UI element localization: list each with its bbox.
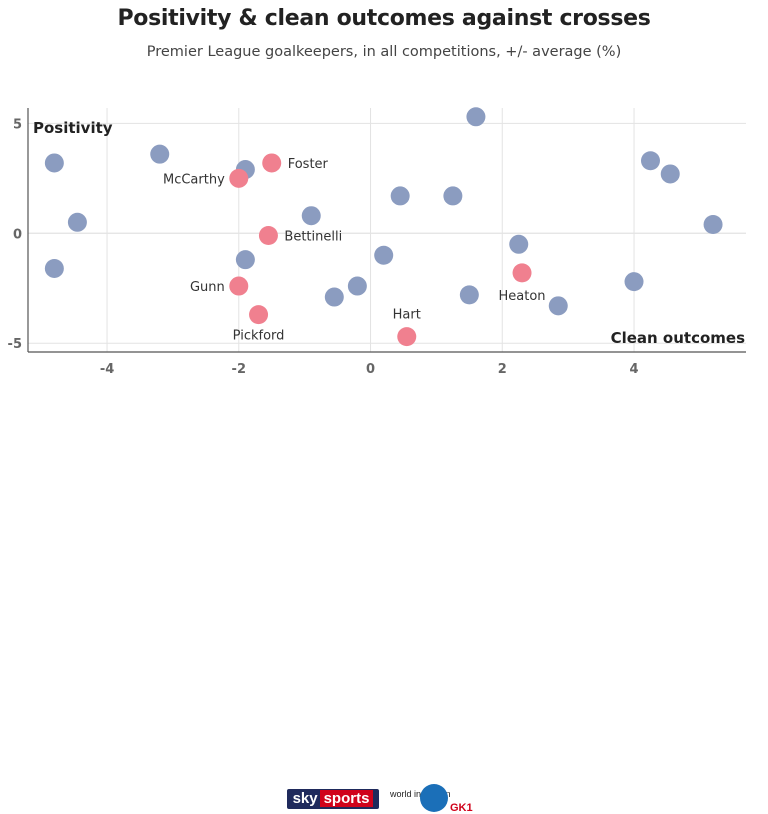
sports-logo-text: sports [319, 790, 374, 807]
scatter-point [624, 272, 644, 292]
globe-icon [420, 784, 448, 812]
scatter-point [324, 287, 344, 307]
scatter-point [703, 215, 723, 235]
x-tick-label: 0 [366, 362, 375, 377]
point-label: Gunn [190, 280, 225, 295]
scatter-point [150, 144, 170, 164]
highlighted-point [397, 327, 417, 347]
highlighted-point [249, 305, 269, 325]
highlighted-point [258, 225, 278, 245]
scatter-point [44, 258, 64, 278]
scatter-point [390, 186, 410, 206]
scatter-chart: -4 -2 0 2 4 5 0 -5 Positivity Clean outcomes Foste… [8, 107, 746, 377]
scatter-point [235, 250, 255, 270]
scatter-point [640, 151, 660, 171]
scatter-point [347, 276, 367, 296]
y-tick-label: 5 [13, 117, 22, 132]
scatter-point [466, 107, 486, 127]
scatter-point [44, 153, 64, 173]
scatter-point [548, 296, 568, 316]
point-label: Bettinelli [284, 229, 342, 244]
point-label: McCarthy [163, 172, 225, 187]
scatter-point [67, 212, 87, 232]
chart-title: Positivity & clean outcomes against cros… [117, 6, 651, 31]
highlighted-point [229, 168, 249, 188]
gk1-logo: GK1 [450, 802, 473, 814]
highlighted-point [512, 263, 532, 283]
x-axis-label: Clean outcomes [611, 329, 746, 347]
scatter-point [509, 234, 529, 254]
highlighted-point [262, 153, 282, 173]
scatter-point [459, 285, 479, 305]
scatter-point [374, 245, 394, 265]
highlighted-point [229, 276, 249, 296]
x-tick-label: 2 [498, 362, 507, 377]
point-label: Pickford [233, 329, 285, 344]
sky-sports-logo: sky sports [287, 789, 379, 809]
x-tick-label: -2 [232, 362, 246, 377]
y-tick-label: 0 [13, 227, 22, 242]
x-tick-label: -4 [100, 362, 114, 377]
y-tick-label: -5 [8, 337, 22, 352]
scatter-point [443, 186, 463, 206]
scatter-point [660, 164, 680, 184]
point-label: Foster [288, 157, 329, 172]
y-axis-label: Positivity [33, 119, 113, 137]
chart-subtitle: Premier League goalkeepers, in all compe… [146, 44, 622, 60]
point-label: Hart [393, 308, 421, 323]
point-label: Heaton [499, 289, 546, 304]
scatter-point [301, 206, 321, 226]
x-tick-label: 4 [629, 362, 638, 377]
sky-logo-text: sky [292, 790, 318, 807]
